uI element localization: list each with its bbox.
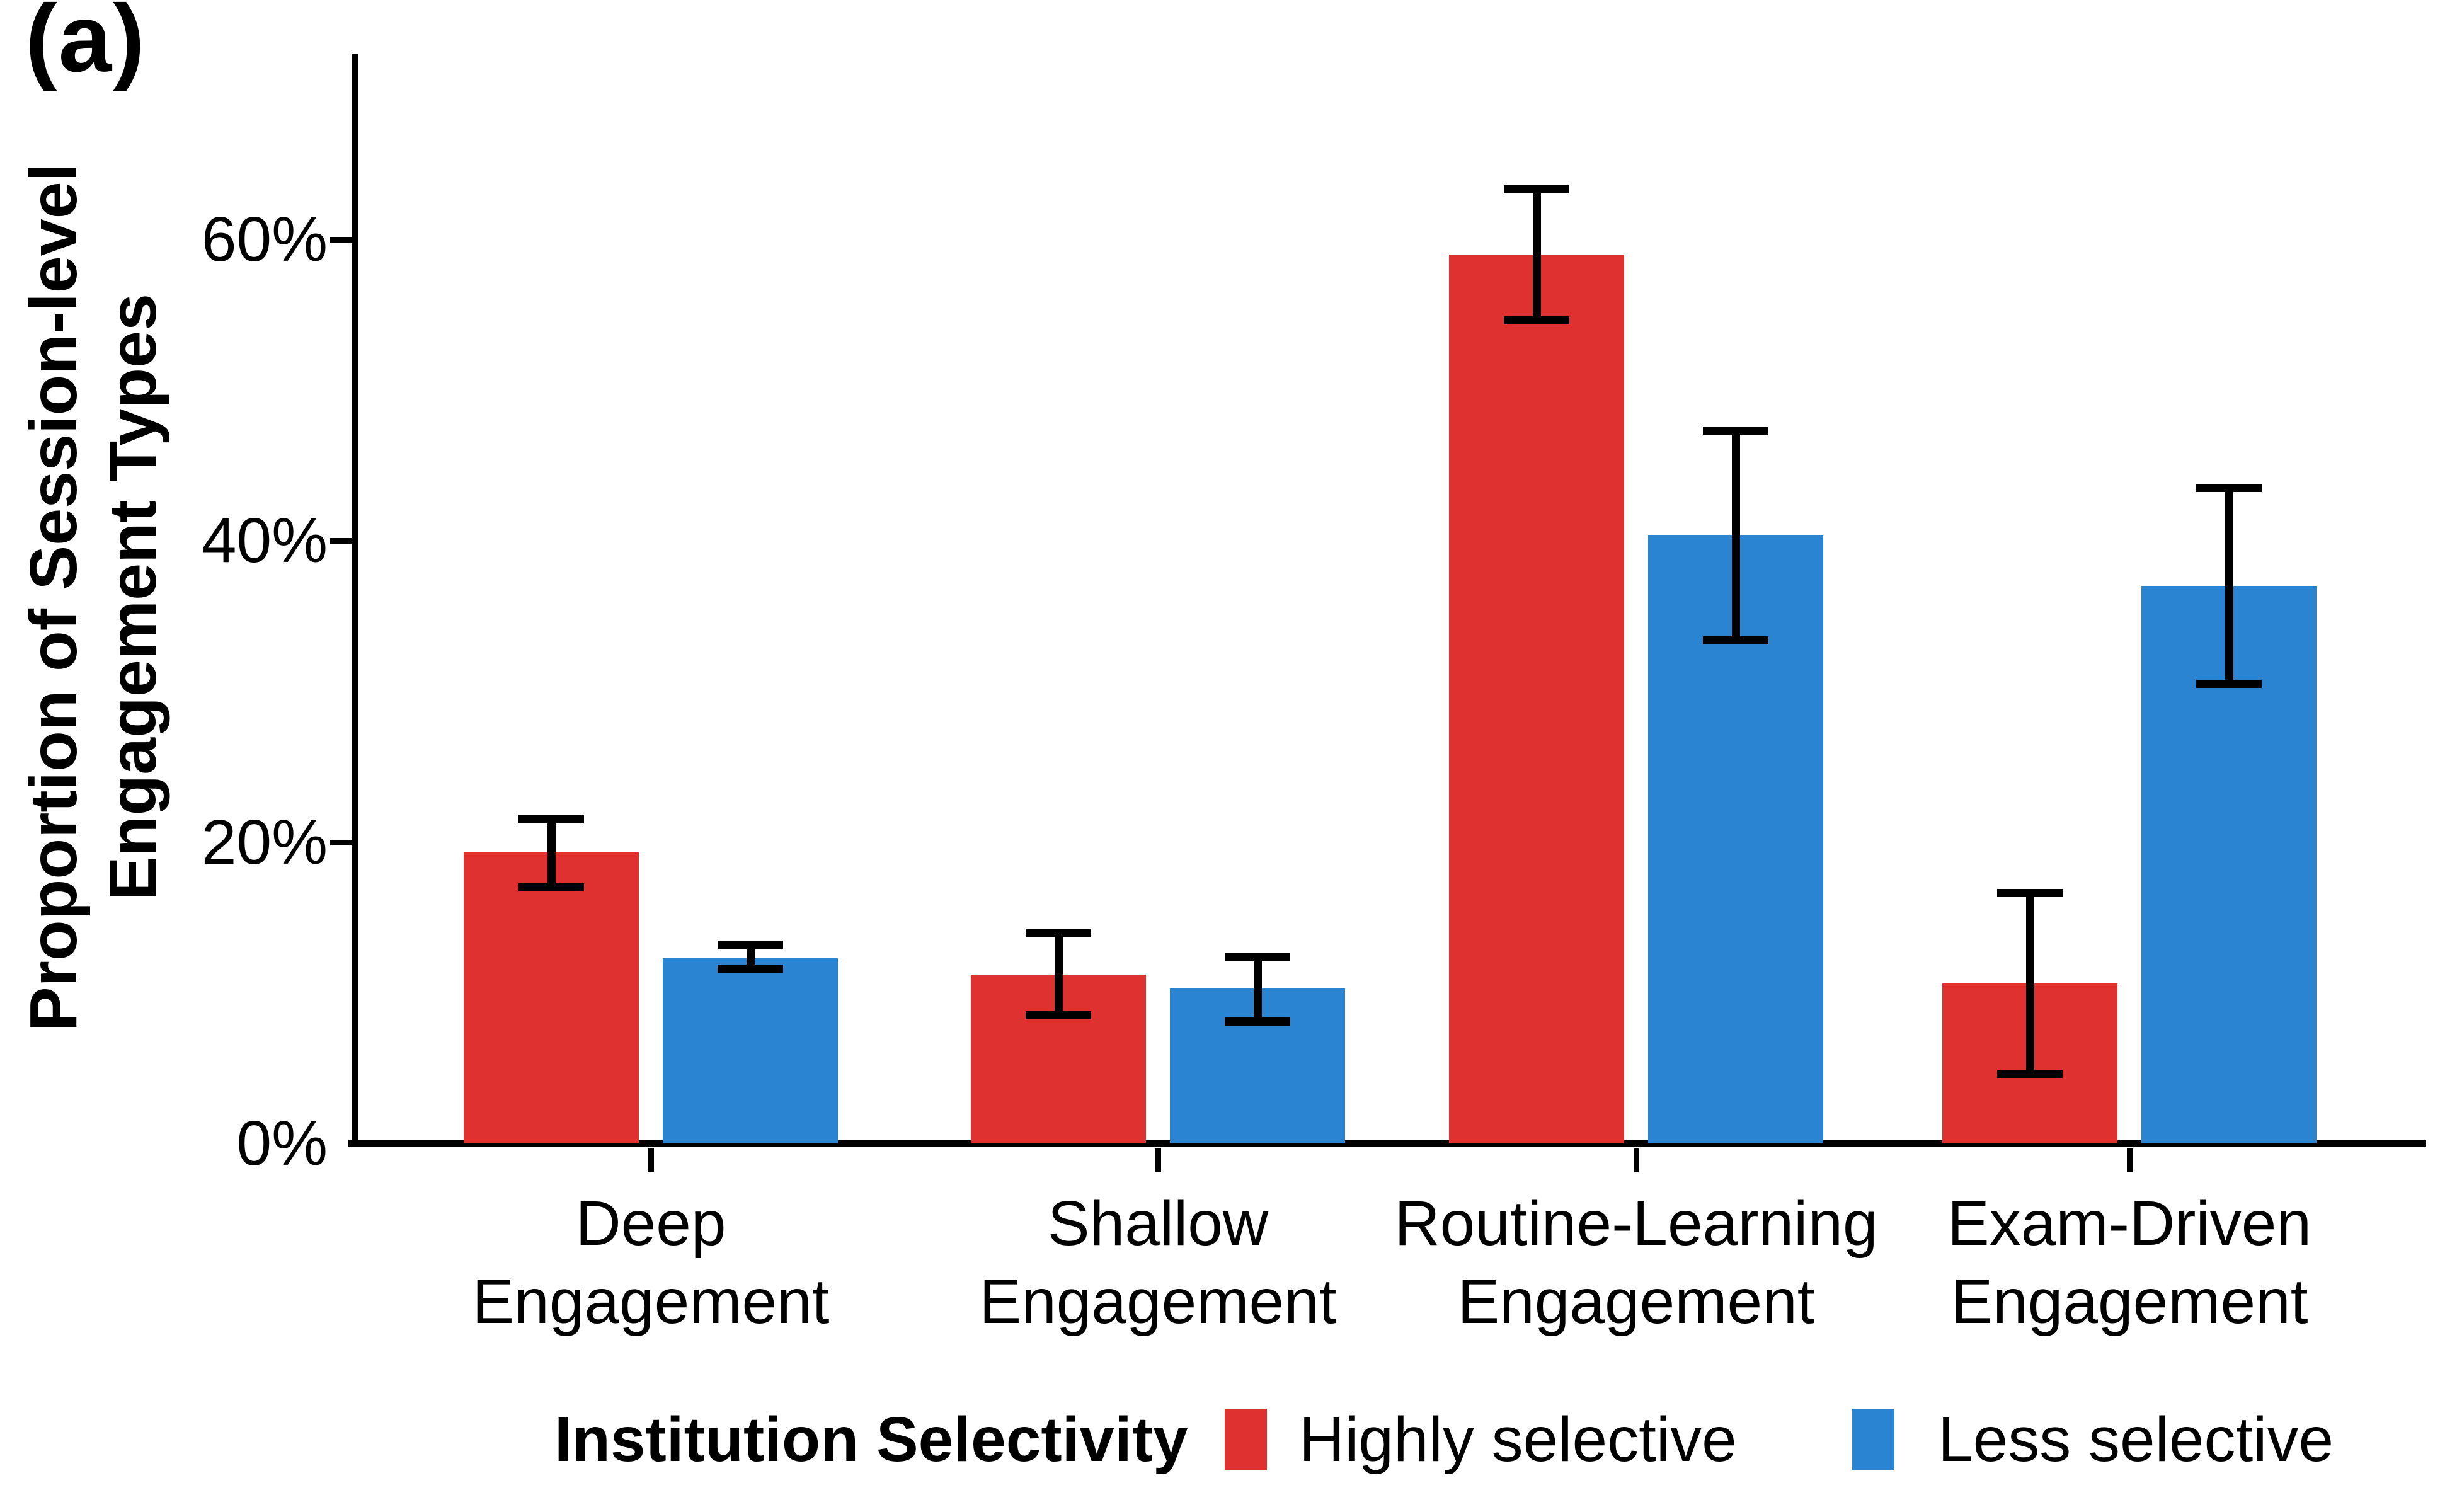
error-bar-stem [1253, 956, 1262, 1022]
y-axis-title-line1: Proportion of Session-level [16, 163, 91, 1032]
error-bar-stem [1731, 430, 1740, 641]
error-bar-stem [2025, 893, 2034, 1074]
x-category-label: Routine-Learning Engagement [1394, 1188, 1878, 1337]
y-axis-title: Proportion of Session-level Engagement T… [14, 163, 173, 1031]
y-axis-title-line2: Engagement Types [96, 293, 170, 902]
x-category-label: Deep Engagement [472, 1188, 830, 1337]
error-bar-cap-bottom [518, 883, 584, 891]
error-bar-cap-bottom [1997, 1070, 2063, 1079]
y-tick-mark [330, 236, 353, 243]
legend-label-less-selective: Less selective [1938, 1404, 2334, 1475]
bar-less-selective [663, 958, 838, 1143]
error-bar-cap-top [1026, 928, 1091, 937]
error-bar-cap-top [518, 815, 584, 824]
error-bar-cap-bottom [2196, 679, 2262, 688]
error-bar-stem [746, 944, 755, 969]
error-bar-stem [1054, 932, 1063, 1016]
x-axis-line [348, 1140, 2426, 1147]
x-tick-mark [1634, 1148, 1639, 1172]
legend-key-highly-selective [1225, 1409, 1267, 1470]
legend-key-less-selective [1852, 1409, 1894, 1470]
legend-label-highly-selective: Highly selective [1299, 1404, 1737, 1475]
error-bar-stem [2225, 488, 2233, 684]
error-bar-cap-top [1997, 889, 2063, 898]
error-bar-stem [1532, 189, 1541, 321]
y-tick-label: 0% [236, 1108, 328, 1179]
bar-highly-selective [1449, 254, 1624, 1143]
x-category-label: Exam-Driven Engagement [1947, 1188, 2311, 1337]
error-bar-cap-top [1504, 185, 1569, 194]
error-bar-cap-top [1703, 427, 1768, 435]
error-bar-cap-bottom [1703, 636, 1768, 644]
x-category-label: Shallow Engagement [979, 1188, 1337, 1337]
legend-title: Institution Selectivity [554, 1404, 1188, 1475]
x-tick-mark [648, 1148, 654, 1172]
y-tick-label: 20% [201, 806, 328, 878]
x-tick-mark [2127, 1148, 2133, 1172]
x-tick-mark [1155, 1148, 1161, 1172]
error-bar-cap-top [2196, 483, 2262, 492]
error-bar-cap-bottom [1225, 1017, 1290, 1026]
panel-label: (a) [25, 0, 146, 92]
error-bar-cap-bottom [718, 965, 783, 973]
error-bar-cap-bottom [1026, 1011, 1091, 1020]
y-axis-line [352, 54, 358, 1147]
error-bar-stem [547, 819, 556, 888]
error-bar-cap-top [1225, 952, 1290, 961]
bar-highly-selective [464, 852, 639, 1143]
y-tick-label: 60% [201, 203, 328, 275]
y-tick-label: 40% [201, 505, 328, 576]
y-tick-mark [330, 538, 353, 544]
error-bar-cap-top [718, 940, 783, 949]
y-tick-mark [330, 839, 353, 845]
error-bar-cap-bottom [1504, 316, 1569, 325]
